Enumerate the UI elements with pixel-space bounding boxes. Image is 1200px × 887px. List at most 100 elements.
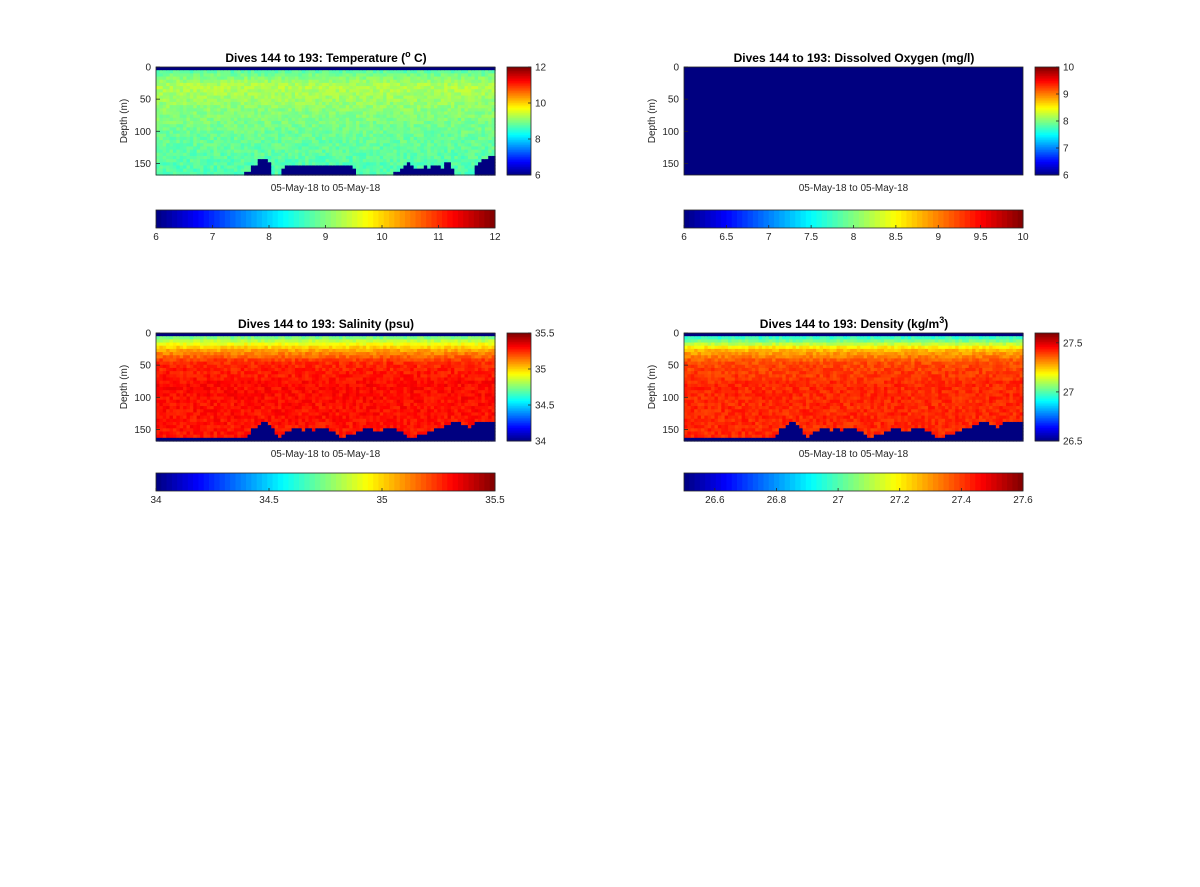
heatmap-cell	[183, 108, 188, 113]
heatmap-cell	[196, 114, 201, 119]
heatmap-cell	[430, 98, 435, 103]
heatmap-cell	[257, 95, 262, 100]
heatmap-cell	[257, 364, 262, 369]
heatmap-cell	[220, 130, 225, 135]
heatmap-cell	[230, 387, 235, 391]
heatmap-cell	[359, 143, 364, 148]
heatmap-cell	[227, 146, 232, 151]
heatmap-cell	[413, 162, 418, 167]
colorbar-segment	[507, 80, 531, 83]
heatmap-cell	[362, 86, 367, 90]
heatmap-cell	[193, 390, 198, 394]
heatmap-cell	[444, 70, 449, 74]
heatmap-cell	[481, 152, 486, 157]
heatmap-cell	[206, 108, 211, 113]
heatmap-cell	[159, 130, 164, 135]
heatmap-cell	[305, 95, 310, 100]
heatmap-cell	[210, 390, 215, 394]
heatmap-cell	[291, 101, 296, 106]
heatmap-cell	[274, 437, 279, 442]
heatmap-cell	[318, 98, 323, 103]
heatmap-cell	[315, 82, 320, 87]
heatmap-cell	[220, 377, 225, 382]
heatmap-cell	[203, 421, 208, 426]
heatmap-cell	[308, 121, 313, 125]
heatmap-cell	[237, 393, 242, 398]
heatmap-cell	[684, 67, 1023, 175]
heatmap-cell	[294, 136, 299, 141]
heatmap-cell	[393, 130, 398, 135]
heatmap-cell	[315, 89, 320, 94]
heatmap-cell	[393, 70, 398, 74]
heatmap-cell	[189, 140, 194, 144]
heatmap-cell	[179, 133, 184, 138]
heatmap-cell	[328, 149, 333, 154]
heatmap-cell	[217, 162, 222, 167]
heatmap-cell	[461, 76, 466, 81]
heatmap-cell	[484, 168, 489, 173]
colorbar-segment	[336, 210, 342, 228]
heatmap-cell	[291, 155, 296, 160]
heatmap-cell	[437, 117, 442, 122]
heatmap-cell	[342, 165, 347, 170]
heatmap-cell	[261, 364, 266, 369]
heatmap-cell	[183, 168, 188, 173]
heatmap-cell	[193, 140, 198, 144]
heatmap-cell	[250, 361, 255, 366]
heatmap-cell	[437, 130, 442, 135]
heatmap-cell	[281, 73, 286, 78]
heatmap-cell	[301, 130, 306, 135]
heatmap-cell	[339, 136, 344, 141]
heatmap-cell	[237, 415, 242, 420]
heatmap-cell	[271, 171, 276, 176]
heatmap-cell	[278, 342, 283, 347]
heatmap-cell	[278, 130, 283, 135]
heatmap-cell	[261, 428, 266, 433]
heatmap-cell	[189, 409, 194, 414]
heatmap-cell	[189, 105, 194, 109]
heatmap-cell	[217, 111, 222, 116]
colorbar-segment	[932, 210, 939, 228]
heatmap-cell	[237, 421, 242, 426]
heatmap-cell	[427, 121, 432, 125]
heatmap-cell	[376, 136, 381, 141]
heatmap-cell	[233, 345, 238, 350]
heatmap-cell	[240, 70, 245, 74]
heatmap-cell	[383, 95, 388, 100]
heatmap-cell	[352, 111, 357, 116]
heatmap-cell	[356, 152, 360, 157]
heatmap-cell	[372, 67, 377, 71]
heatmap-cell	[156, 89, 160, 94]
heatmap-cell	[240, 415, 245, 420]
colorbar-frame	[506, 66, 532, 176]
heatmap-cell	[420, 152, 425, 157]
heatmap-cell	[206, 352, 211, 356]
heatmap-cell	[233, 409, 238, 414]
heatmap-cell	[233, 377, 238, 382]
heatmap-cell	[166, 143, 171, 148]
heatmap-cell	[389, 159, 394, 163]
heatmap-cell	[396, 159, 401, 163]
heatmap-cell	[267, 127, 272, 132]
heatmap-cell	[247, 364, 252, 369]
heatmap-cell	[223, 358, 228, 363]
heatmap-cell	[250, 165, 255, 170]
heatmap-cell	[210, 117, 215, 122]
heatmap-cell	[237, 89, 242, 94]
heatmap-cell	[335, 92, 340, 97]
heatmap-cell	[196, 121, 201, 125]
heatmap-cell	[247, 390, 252, 394]
heatmap-cell	[488, 92, 493, 97]
heatmap-cell	[267, 155, 272, 160]
heatmap-cell	[457, 98, 462, 103]
heatmap-cell	[227, 377, 232, 382]
heatmap-cell	[366, 168, 371, 173]
heatmap-cell	[379, 171, 384, 176]
heatmap-cell	[366, 105, 371, 109]
heatmap-cell	[247, 402, 252, 407]
heatmap-cell	[230, 70, 235, 74]
heatmap-cell	[359, 171, 364, 176]
colorbar-segment	[996, 210, 1003, 228]
heatmap-cell	[474, 114, 479, 119]
heatmap-cell	[220, 409, 225, 414]
